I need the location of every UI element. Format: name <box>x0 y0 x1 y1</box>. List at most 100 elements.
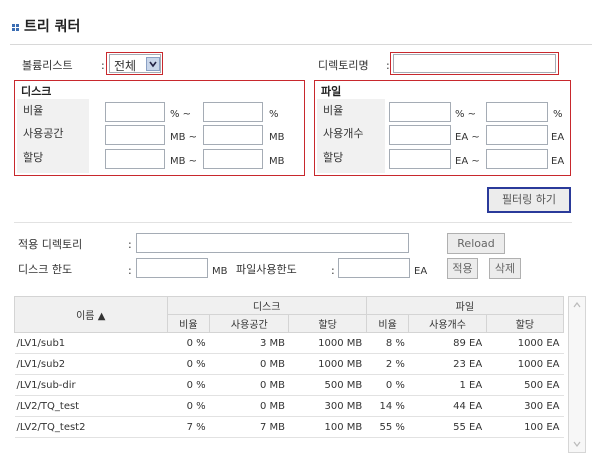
disk-used-min-input[interactable] <box>105 125 165 145</box>
row-value-cell: 1000 EA <box>486 332 564 354</box>
file-count-label: 사용개수 <box>323 127 364 140</box>
file-ratio-label: 비율 <box>323 104 344 117</box>
disk-quota-min-input[interactable] <box>105 149 165 169</box>
row-value-cell: 2 % <box>366 353 409 375</box>
disk-column-header: 디스크 <box>166 296 367 315</box>
row-value-cell: 100 MB <box>288 416 367 438</box>
disk-group-header: 디스크 <box>21 85 52 98</box>
file-filter-group: 파일 비율 사용개수 할당 % ~ % EA ~ EA EA ~ EA <box>314 80 571 176</box>
filter-button[interactable]: 필터링 하기 <box>487 187 571 213</box>
quota-table: 이름 ▲ 디스크 파일 비율 사용공간 할당 비율 사용개수 할당 /LV1/s… <box>14 296 565 438</box>
row-value-cell: 55 EA <box>408 416 487 438</box>
volume-colon: : <box>101 59 105 72</box>
title-bullet-icon <box>12 24 20 32</box>
row-value-cell: 0 % <box>167 374 210 396</box>
disk-quota-unit1: MB ~ <box>170 156 198 167</box>
file-label-column <box>317 99 385 173</box>
volume-select-value: 전체 <box>114 59 137 73</box>
file-ratio-unit2: % <box>553 109 563 120</box>
disk-ratio-unit1: % ~ <box>170 109 192 120</box>
file-quota-header[interactable]: 할당 <box>485 314 565 333</box>
file-ratio-header[interactable]: 비율 <box>365 314 410 333</box>
table-row[interactable]: /LV1/sub1 0 % 3 MB 1000 MB 8 % 89 EA 1000 EA <box>14 332 564 354</box>
directory-label: 디렉토리명 <box>318 59 369 72</box>
file-column-header: 파일 <box>365 296 565 315</box>
directory-input[interactable] <box>393 54 556 73</box>
disk-quota-unit2: MB <box>269 156 285 167</box>
disk-filter-group: 디스크 비율 사용공간 할당 % ~ % MB ~ MB MB ~ MB <box>14 80 305 176</box>
file-ratio-max-input[interactable] <box>486 102 548 122</box>
disk-used-unit1: MB ~ <box>170 132 198 143</box>
disk-ratio-header[interactable]: 비율 <box>166 314 211 333</box>
file-count-header[interactable]: 사용개수 <box>408 314 487 333</box>
disk-used-max-input[interactable] <box>203 125 263 145</box>
file-ratio-min-input[interactable] <box>389 102 451 122</box>
row-value-cell: 55 % <box>366 416 409 438</box>
name-column-header[interactable]: 이름 ▲ <box>14 296 168 333</box>
delete-button[interactable]: 삭제 <box>489 258 521 279</box>
file-limit-input[interactable] <box>338 258 410 278</box>
apply-button[interactable]: 적용 <box>447 258 478 279</box>
scroll-down-icon <box>573 441 581 447</box>
row-name-cell: /LV1/sub1 <box>14 332 167 354</box>
disk-limit-label: 디스크 한도 <box>18 263 73 276</box>
row-value-cell: 23 EA <box>408 353 487 375</box>
file-group-header: 파일 <box>321 85 342 98</box>
disk-ratio-label: 비율 <box>23 104 44 117</box>
disk-quota-max-input[interactable] <box>203 149 263 169</box>
row-value-cell: 300 MB <box>288 395 367 417</box>
disk-ratio-unit2: % <box>269 109 279 120</box>
disk-ratio-max-input[interactable] <box>203 102 263 122</box>
file-count-unit1: EA ~ <box>455 132 480 143</box>
volume-label: 볼륨리스트 <box>22 59 73 72</box>
file-count-min-input[interactable] <box>389 125 451 145</box>
row-value-cell: 44 EA <box>408 395 487 417</box>
table-row[interactable]: /LV1/sub2 0 % 0 MB 1000 MB 2 % 23 EA 1000 EA <box>14 353 564 375</box>
row-name-cell: /LV1/sub2 <box>14 353 167 375</box>
table-row[interactable]: /LV2/TQ_test 0 % 0 MB 300 MB 14 % 44 EA 300 EA <box>14 395 564 417</box>
disk-quota-header[interactable]: 할당 <box>288 314 367 333</box>
disk-used-header[interactable]: 사용공간 <box>209 314 290 333</box>
row-value-cell: 7 % <box>167 416 210 438</box>
file-count-max-input[interactable] <box>486 125 548 145</box>
row-value-cell: 0 % <box>366 374 409 396</box>
file-limit-label: 파일사용한도 <box>236 263 297 276</box>
row-value-cell: 0 % <box>167 332 210 354</box>
row-value-cell: 0 % <box>167 395 210 417</box>
file-quota-min-input[interactable] <box>389 149 451 169</box>
table-row[interactable]: /LV2/TQ_test2 7 % 7 MB 100 MB 55 % 55 EA 100 E… <box>14 416 564 438</box>
apply-dir-colon: : <box>128 238 132 251</box>
directory-colon: : <box>386 59 390 72</box>
table-row[interactable]: /LV1/sub-dir 0 % 0 MB 500 MB 0 % 1 EA 500 EA <box>14 374 564 396</box>
chevron-down-icon[interactable] <box>146 57 160 71</box>
row-value-cell: 8 % <box>366 332 409 354</box>
section-divider <box>14 222 572 223</box>
row-value-cell: 1000 EA <box>486 353 564 375</box>
row-value-cell: 500 MB <box>288 374 367 396</box>
disk-ratio-min-input[interactable] <box>105 102 165 122</box>
row-value-cell: 14 % <box>366 395 409 417</box>
disk-used-unit2: MB <box>269 132 285 143</box>
row-value-cell: 1 EA <box>408 374 487 396</box>
apply-dir-label: 적용 디렉토리 <box>18 238 83 251</box>
row-name-cell: /LV1/sub-dir <box>14 374 167 396</box>
row-value-cell: 3 MB <box>209 332 289 354</box>
row-value-cell: 500 EA <box>486 374 564 396</box>
row-value-cell: 7 MB <box>209 416 289 438</box>
directory-input-highlight <box>390 52 559 75</box>
file-quota-max-input[interactable] <box>486 149 548 169</box>
volume-select[interactable]: 전체 <box>109 54 161 73</box>
table-subheader-row: 비율 사용공간 할당 비율 사용개수 할당 <box>15 314 565 333</box>
disk-label-column <box>17 99 89 173</box>
row-value-cell: 1000 MB <box>288 353 367 375</box>
title-divider <box>10 44 592 45</box>
table-scrollbar[interactable] <box>568 296 586 453</box>
row-value-cell: 0 % <box>167 353 210 375</box>
disk-limit-input[interactable] <box>136 258 208 278</box>
apply-dir-input[interactable] <box>136 233 409 253</box>
disk-limit-colon: : <box>128 264 132 277</box>
disk-quota-label: 할당 <box>23 151 44 164</box>
file-ratio-unit1: % ~ <box>455 109 477 120</box>
reload-button[interactable]: Reload <box>447 233 505 254</box>
disk-used-label: 사용공간 <box>23 127 64 140</box>
